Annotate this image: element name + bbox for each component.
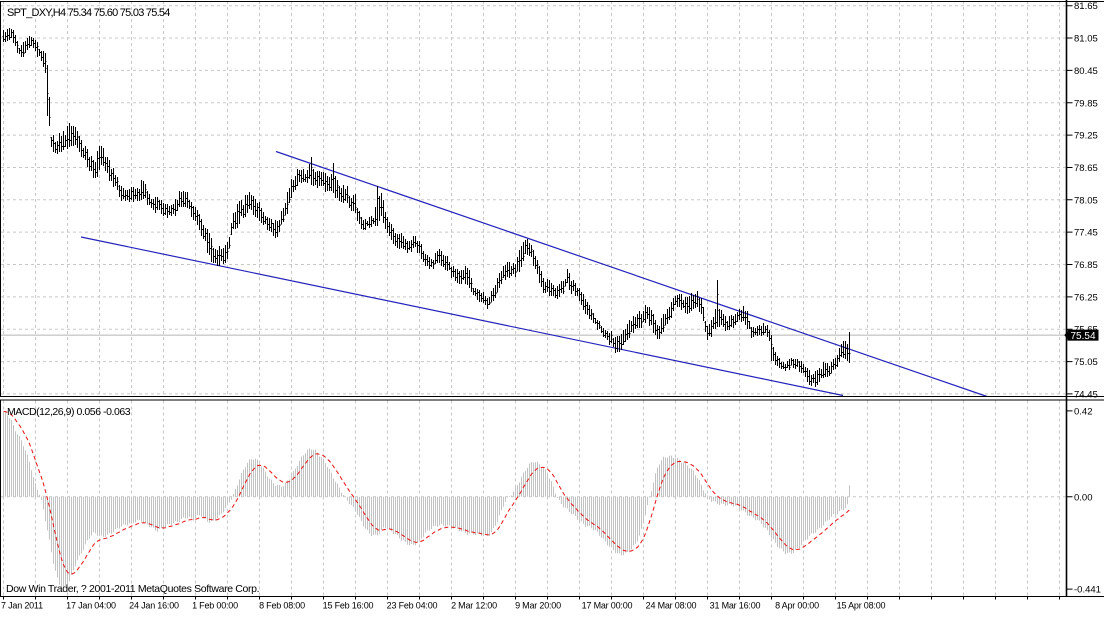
svg-text:Dow Win Trader, ? 2001-2011 Me: Dow Win Trader, ? 2001-2011 MetaQuotes S…: [6, 583, 259, 595]
svg-text:23 Feb 04:00: 23 Feb 04:00: [387, 601, 438, 611]
svg-text:77.45: 77.45: [1074, 228, 1098, 239]
svg-text:2 Mar 12:00: 2 Mar 12:00: [451, 601, 497, 611]
svg-text:24 Mar 08:00: 24 Mar 08:00: [646, 601, 697, 611]
svg-text:8 Apr 00:00: 8 Apr 00:00: [775, 601, 819, 611]
svg-text:15 Feb 16:00: 15 Feb 16:00: [323, 601, 374, 611]
svg-text:80.45: 80.45: [1074, 66, 1098, 77]
svg-text:74.45: 74.45: [1074, 389, 1098, 400]
svg-text:24 Jan 16:00: 24 Jan 16:00: [129, 601, 179, 611]
svg-text:31 Mar 16:00: 31 Mar 16:00: [710, 601, 761, 611]
svg-text:76.85: 76.85: [1074, 260, 1098, 271]
svg-text:78.65: 78.65: [1074, 163, 1098, 174]
svg-text:0.42: 0.42: [1074, 406, 1093, 417]
svg-text:81.65: 81.65: [1074, 1, 1098, 12]
svg-text:9 Mar 20:00: 9 Mar 20:00: [515, 601, 561, 611]
svg-text:78.05: 78.05: [1074, 195, 1098, 206]
svg-text:79.85: 79.85: [1074, 98, 1098, 109]
svg-text:SPT_DXY,H4 75.34 75.60 75.03: SPT_DXY,H4 75.34 75.60 75.03 75.54: [7, 7, 170, 19]
svg-text:7 Jan 2011: 7 Jan 2011: [1, 601, 43, 611]
svg-text:75.54: 75.54: [1071, 331, 1096, 342]
svg-text:17 Jan 04:00: 17 Jan 04:00: [66, 601, 116, 611]
svg-text:79.25: 79.25: [1074, 131, 1098, 142]
svg-text:8 Feb 08:00: 8 Feb 08:00: [259, 601, 305, 611]
svg-text:-0.441: -0.441: [1074, 585, 1101, 596]
svg-text:1 Feb 00:00: 1 Feb 00:00: [192, 601, 238, 611]
svg-text:17 Mar 00:00: 17 Mar 00:00: [582, 601, 633, 611]
svg-text:0.00: 0.00: [1074, 492, 1093, 503]
svg-text:76.25: 76.25: [1074, 292, 1098, 303]
svg-text:MACD(12,26,9) 0.056 -0.063: MACD(12,26,9) 0.056 -0.063: [7, 406, 131, 418]
svg-text:15 Apr 08:00: 15 Apr 08:00: [837, 601, 886, 611]
svg-text:75.05: 75.05: [1074, 357, 1098, 368]
svg-text:81.05: 81.05: [1074, 34, 1098, 45]
